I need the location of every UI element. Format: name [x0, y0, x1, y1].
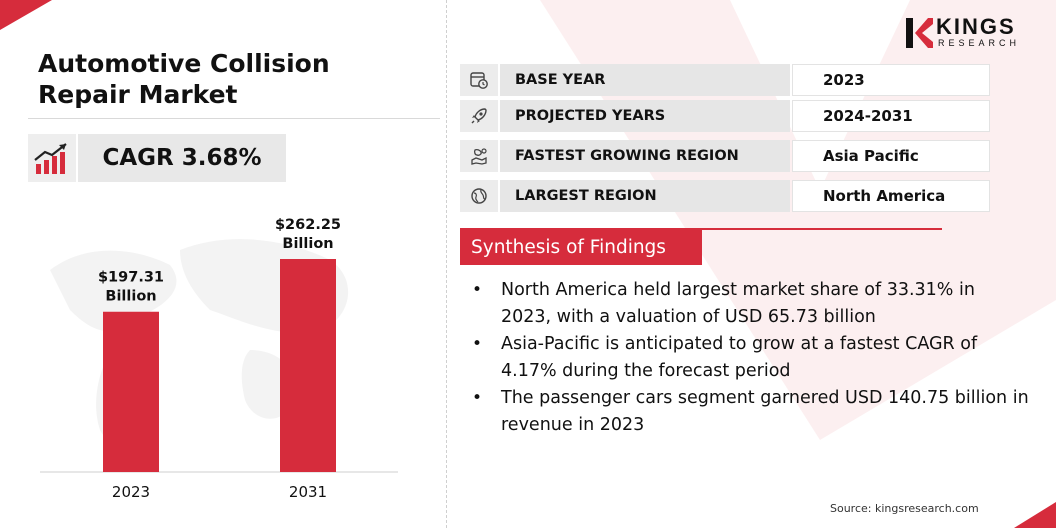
info-label: LARGEST REGION	[500, 180, 790, 212]
info-row-base-year: BASE YEAR 2023	[460, 64, 990, 96]
x-tick-label: 2023	[112, 483, 150, 501]
panel-divider	[446, 0, 447, 528]
info-value: 2023	[792, 64, 990, 96]
rocket-icon	[460, 100, 498, 132]
synthesis-heading: Synthesis of Findings	[460, 230, 702, 265]
findings-list: North America held largest market share …	[470, 277, 1030, 439]
cagr-badge: CAGR 3.68%	[78, 134, 286, 182]
source-note: Source: kingsresearch.com	[830, 502, 979, 515]
map-region-icon	[460, 140, 498, 172]
finding-item: North America held largest market share …	[470, 277, 1030, 331]
logo-name: KINGS	[936, 14, 1016, 39]
x-tick-label: 2031	[289, 483, 327, 501]
info-label: BASE YEAR	[500, 64, 790, 96]
page-title: Automotive Collision Repair Market	[38, 49, 330, 109]
info-label: PROJECTED YEARS	[500, 100, 790, 132]
title-divider	[28, 118, 440, 119]
bar-value-label: $262.25 Billion	[275, 217, 341, 252]
bar-2031	[280, 259, 336, 472]
info-row-fastest-region: FASTEST GROWING REGION Asia Pacific	[460, 140, 990, 172]
calendar-clock-icon	[460, 64, 498, 96]
finding-item: Asia-Pacific is anticipated to grow at a…	[470, 331, 1030, 385]
corner-accent-top-left	[0, 0, 52, 30]
kings-research-logo: KINGS RESEARCH	[904, 14, 1036, 54]
bar-value-label: $197.31 Billion	[98, 270, 164, 305]
corner-accent-bottom-right	[1014, 502, 1056, 528]
bar-2023	[103, 311, 159, 472]
info-value: 2024-2031	[792, 100, 990, 132]
growth-chart-icon	[28, 134, 76, 182]
synthesis-divider	[460, 228, 942, 230]
info-value: North America	[792, 180, 990, 212]
cagr-value: CAGR 3.68%	[102, 145, 262, 171]
info-value: Asia Pacific	[792, 140, 990, 172]
logo-subtitle: RESEARCH	[938, 38, 1021, 48]
info-label: FASTEST GROWING REGION	[500, 140, 790, 172]
finding-item: The passenger cars segment garnered USD …	[470, 385, 1030, 439]
info-row-projected-years: PROJECTED YEARS 2024-2031	[460, 100, 990, 132]
info-row-largest-region: LARGEST REGION North America	[460, 180, 990, 212]
globe-icon	[460, 180, 498, 212]
kings-logo-mark-icon	[906, 18, 933, 48]
market-size-bar-chart: $197.31 Billion 2023 $262.25 Billion 2031	[40, 217, 398, 501]
